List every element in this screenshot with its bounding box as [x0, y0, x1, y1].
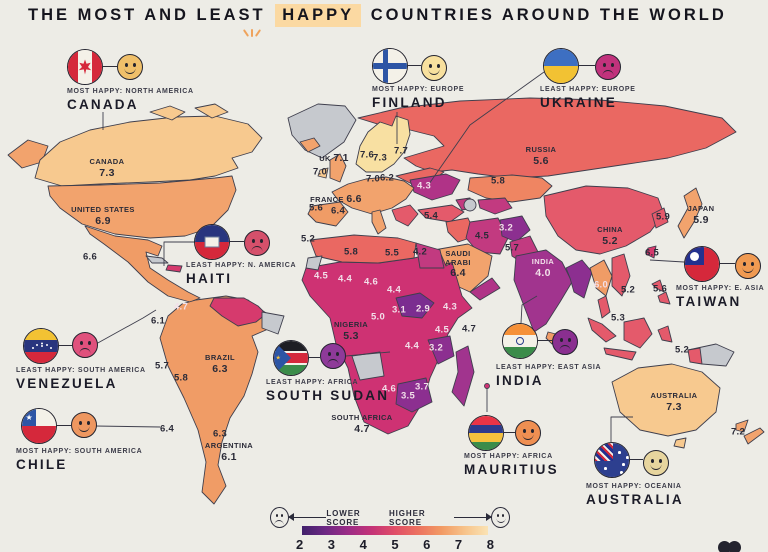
map-score-label: 5.0 [370, 311, 386, 323]
map-score-label: 4.4 [404, 340, 420, 352]
map-label-brazil: BRAZIL 6.3 [205, 353, 235, 375]
map-score-label: 7.0 [365, 173, 381, 185]
legend-tick-7: 7 [454, 537, 463, 552]
map-label-india: INDIA 4.0 [531, 257, 555, 279]
map-label-japan: JAPAN 5.9 [687, 204, 715, 226]
map-score-label: 6.1 [150, 315, 166, 327]
map-score-label: 3.7 [414, 381, 430, 393]
map-label-canada: CANADA 7.3 [89, 157, 125, 179]
legend-tick-2: 2 [296, 537, 304, 552]
page-title: THE MOST AND LEAST HAPPY COUNTRIES AROUN… [28, 4, 727, 27]
map-score-label: 4.4 [386, 284, 402, 296]
map-label-united-states: UNITED STATES 6.9 [71, 205, 135, 227]
map-score-label: 3.2 [498, 222, 514, 234]
map-score-label: 3.2 [428, 342, 444, 354]
map-score-label: 5.4 [423, 210, 439, 222]
map-score-label: 4.5 [313, 270, 329, 282]
sad-face-outline-icon [270, 507, 289, 528]
map-score-label: 5.5 [384, 247, 400, 259]
map-score-label: 4.6 [381, 383, 397, 395]
legend-tick-8: 8 [486, 537, 494, 552]
map-score-label: 4.7 [461, 323, 477, 335]
right-arrow-icon [453, 513, 493, 521]
oceania [611, 363, 765, 449]
south-america [159, 295, 285, 505]
legend-ticks: 2 3 4 5 6 7 8 [296, 537, 494, 552]
map-score-label: 4.5 [474, 230, 490, 242]
asia [417, 174, 735, 367]
map-score-label: 5.7 [154, 360, 170, 372]
map-label-argentina: ARGENTINA 6.1 [204, 441, 254, 463]
map-label-nigeria: NIGERIA 5.3 [333, 320, 369, 342]
map-score-label: 5.2 [300, 233, 316, 245]
legend-tick-5: 5 [391, 537, 399, 552]
europe [299, 97, 737, 235]
legend-tick-6: 6 [423, 537, 431, 552]
map-score-label: 5.6 [308, 202, 324, 214]
legend-gradient-bar [302, 526, 488, 535]
map-score-label: 6.6 [82, 251, 98, 263]
callout-connector-lines [94, 71, 685, 442]
map-score-label: 5.2 [620, 284, 636, 296]
map-score-label: 5.8 [343, 246, 359, 258]
title-highlight: HAPPY [275, 4, 362, 27]
map-score-label: 6.5 [644, 247, 660, 259]
map-score-label: 6.0 [593, 279, 609, 291]
left-arrow-icon [287, 513, 327, 521]
map-score-label: 4.3 [416, 180, 432, 192]
sparkle-icon [242, 26, 262, 37]
map-score-label: 7.2 [730, 426, 746, 438]
map-label-south-africa: SOUTH AFRICA 4.7 [331, 413, 393, 435]
map-score-label: 4.5 [434, 324, 450, 336]
map-score-label: 5.9 [655, 211, 671, 223]
legend-tick-3: 3 [327, 537, 336, 552]
map-score-label: 5.3 [610, 312, 626, 324]
legend-lower-label: LOWER SCORE [326, 508, 361, 527]
map-score-label: 4.2 [412, 246, 428, 258]
map-score-label: 6.4 [159, 423, 175, 435]
map-label-russia: RUSSIA 5.6 [525, 145, 557, 167]
map-score-label: 5.8 [173, 372, 189, 384]
map-score-label: 4.4 [337, 273, 353, 285]
map-score-label: 6.3 [212, 428, 228, 440]
map-score-label: 7.7 [393, 145, 409, 157]
map-score-label: 5.8 [490, 175, 506, 187]
title-suffix: COUNTRIES AROUND THE WORLD [370, 6, 727, 24]
map-label-uk: UK 7.1 [319, 151, 349, 164]
map-score-label: 2.9 [415, 303, 431, 315]
legend-tick-4: 4 [359, 537, 367, 552]
map-score-label: 5.2 [674, 344, 690, 356]
legend-higher-label: HIGHER SCORE [389, 508, 426, 527]
africa [301, 234, 490, 435]
map-score-label: 4.3 [442, 301, 458, 313]
map-score-label: 6.2 [379, 172, 395, 184]
map-score-label: 3.5 [400, 390, 416, 402]
map-score-label: 3.1 [391, 304, 407, 316]
map-score-label: 5.7 [504, 242, 520, 254]
title-prefix: THE MOST AND LEAST [28, 6, 266, 24]
map-score-label: 5.6 [652, 283, 668, 295]
happy-face-outline-icon [491, 507, 510, 528]
map-score-label: 4.6 [363, 276, 379, 288]
map-label-australia: AUSTRALIA 7.3 [650, 391, 698, 413]
map-label-china: CHINA 5.2 [597, 225, 623, 247]
map-score-label: 4.7 [173, 301, 189, 313]
map-score-label: 7.6 [359, 149, 375, 161]
map-label-saudi-arabi: SAUDI ARABI 6.4 [445, 249, 471, 280]
map-score-label: 6.4 [330, 205, 346, 217]
legend: LOWER SCORE HIGHER SCORE [270, 507, 510, 528]
map-label-france: FRANCE 6.6 [310, 192, 362, 205]
north-america [7, 103, 357, 303]
map-score-label: 7.0 [312, 166, 328, 178]
map-score-label: 7.3 [372, 152, 388, 164]
